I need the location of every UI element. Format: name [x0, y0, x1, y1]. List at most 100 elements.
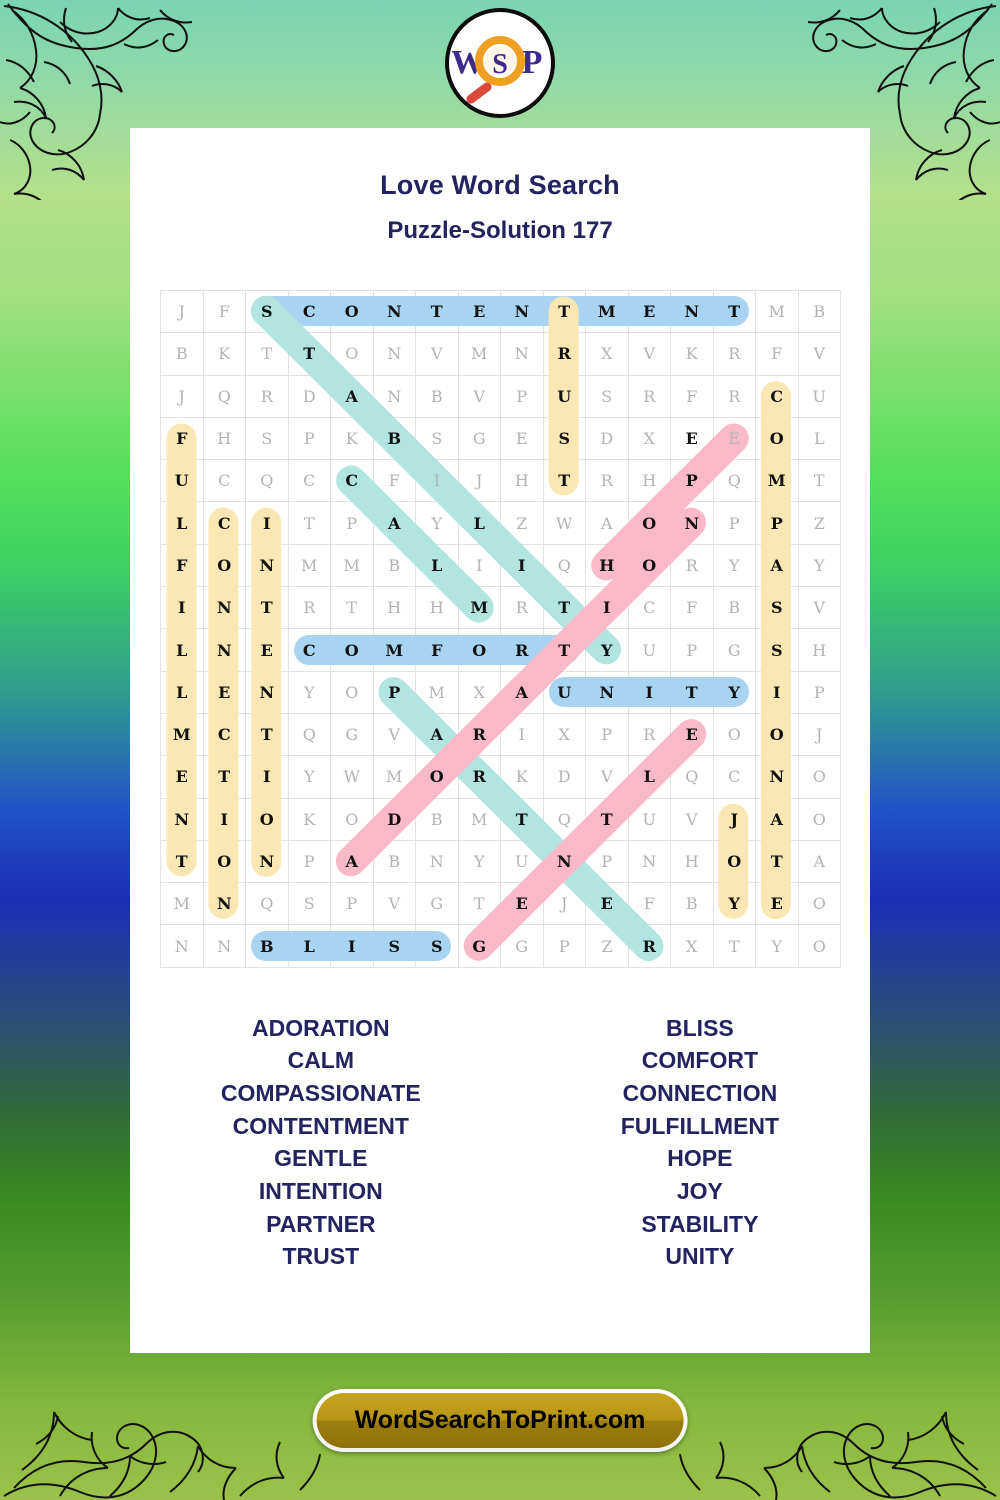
- grid-cell[interactable]: I: [585, 586, 629, 630]
- grid-cell[interactable]: M: [755, 459, 799, 503]
- grid-cell[interactable]: I: [627, 670, 671, 714]
- grid-cell[interactable]: O: [797, 882, 841, 926]
- grid-cell[interactable]: V: [797, 586, 841, 630]
- grid-cell[interactable]: E: [712, 416, 756, 461]
- grid-cell[interactable]: G: [500, 924, 544, 968]
- grid-cell[interactable]: Q: [712, 459, 756, 503]
- grid-cell[interactable]: E: [670, 416, 714, 461]
- grid-cell[interactable]: B: [415, 374, 459, 418]
- grid-cell[interactable]: O: [330, 670, 374, 714]
- grid-cell[interactable]: B: [245, 924, 289, 968]
- grid-cell[interactable]: R: [287, 586, 331, 630]
- grid-cell[interactable]: S: [755, 586, 799, 630]
- grid-cell[interactable]: C: [755, 374, 799, 418]
- grid-cell[interactable]: K: [287, 797, 331, 841]
- grid-cell[interactable]: L: [160, 670, 204, 714]
- grid-cell[interactable]: R: [585, 459, 629, 503]
- grid-cell[interactable]: N: [500, 289, 544, 334]
- grid-cell[interactable]: R: [500, 586, 544, 630]
- grid-cell[interactable]: B: [670, 882, 714, 926]
- grid-cell[interactable]: H: [372, 586, 416, 630]
- grid-cell[interactable]: N: [202, 882, 246, 926]
- grid-cell[interactable]: W: [330, 755, 374, 799]
- grid-cell[interactable]: T: [542, 459, 586, 503]
- grid-cell[interactable]: P: [372, 670, 416, 714]
- grid-cell[interactable]: M: [755, 289, 799, 334]
- grid-cell[interactable]: S: [585, 374, 629, 418]
- grid-cell[interactable]: M: [287, 543, 331, 588]
- grid-cell[interactable]: Q: [287, 712, 331, 757]
- grid-cell[interactable]: C: [712, 755, 756, 799]
- grid-cell[interactable]: P: [500, 374, 544, 418]
- grid-cell[interactable]: N: [755, 755, 799, 799]
- grid-cell[interactable]: T: [542, 586, 586, 630]
- grid-cell[interactable]: P: [712, 501, 756, 545]
- grid-cell[interactable]: F: [372, 459, 416, 503]
- grid-cell[interactable]: A: [500, 670, 544, 714]
- grid-cell[interactable]: N: [160, 797, 204, 841]
- grid-cell[interactable]: T: [585, 797, 629, 841]
- grid-cell[interactable]: D: [287, 374, 331, 418]
- grid-cell[interactable]: V: [627, 332, 671, 376]
- grid-cell[interactable]: M: [415, 670, 459, 714]
- grid-cell[interactable]: V: [797, 332, 841, 376]
- grid-cell[interactable]: O: [330, 797, 374, 841]
- site-url-button[interactable]: WordSearchToPrint.com: [312, 1389, 688, 1452]
- grid-cell[interactable]: N: [627, 839, 671, 884]
- grid-cell[interactable]: F: [415, 628, 459, 672]
- grid-cell[interactable]: A: [372, 501, 416, 545]
- grid-cell[interactable]: L: [415, 543, 459, 588]
- grid-cell[interactable]: L: [287, 924, 331, 968]
- grid-cell[interactable]: R: [712, 332, 756, 376]
- grid-cell[interactable]: N: [670, 289, 714, 334]
- grid-cell[interactable]: E: [457, 289, 501, 334]
- grid-cell[interactable]: O: [627, 501, 671, 545]
- grid-cell[interactable]: R: [457, 755, 501, 799]
- grid-cell[interactable]: O: [797, 797, 841, 841]
- grid-cell[interactable]: C: [287, 289, 331, 334]
- grid-cell[interactable]: T: [245, 332, 289, 376]
- grid-cell[interactable]: V: [372, 882, 416, 926]
- grid-cell[interactable]: T: [415, 289, 459, 334]
- grid-cell[interactable]: S: [245, 416, 289, 461]
- grid-cell[interactable]: R: [542, 332, 586, 376]
- grid-cell[interactable]: E: [755, 882, 799, 926]
- grid-cell[interactable]: G: [712, 628, 756, 672]
- grid-cell[interactable]: O: [330, 289, 374, 334]
- grid-cell[interactable]: P: [287, 839, 331, 884]
- grid-cell[interactable]: T: [160, 839, 204, 884]
- grid-cell[interactable]: C: [202, 712, 246, 757]
- grid-cell[interactable]: J: [542, 882, 586, 926]
- grid-cell[interactable]: U: [797, 374, 841, 418]
- grid-cell[interactable]: R: [457, 712, 501, 757]
- grid-cell[interactable]: B: [415, 797, 459, 841]
- grid-cell[interactable]: P: [670, 459, 714, 503]
- grid-cell[interactable]: I: [330, 924, 374, 968]
- grid-cell[interactable]: L: [457, 501, 501, 545]
- grid-cell[interactable]: S: [287, 882, 331, 926]
- grid-cell[interactable]: N: [415, 839, 459, 884]
- grid-cell[interactable]: M: [457, 332, 501, 376]
- grid-cell[interactable]: S: [755, 628, 799, 672]
- grid-cell[interactable]: H: [585, 543, 629, 588]
- grid-cell[interactable]: O: [797, 924, 841, 968]
- grid-cell[interactable]: M: [585, 289, 629, 334]
- grid-cell[interactable]: G: [330, 712, 374, 757]
- grid-cell[interactable]: J: [160, 289, 204, 334]
- grid-cell[interactable]: E: [500, 416, 544, 461]
- grid-cell[interactable]: H: [500, 459, 544, 503]
- grid-cell[interactable]: T: [755, 839, 799, 884]
- grid-cell[interactable]: N: [202, 586, 246, 630]
- grid-cell[interactable]: B: [797, 289, 841, 334]
- grid-cell[interactable]: N: [202, 924, 246, 968]
- grid-cell[interactable]: Z: [500, 501, 544, 545]
- grid-cell[interactable]: O: [712, 839, 756, 884]
- grid-cell[interactable]: O: [415, 755, 459, 799]
- grid-cell[interactable]: T: [202, 755, 246, 799]
- grid-cell[interactable]: T: [287, 501, 331, 545]
- grid-cell[interactable]: Q: [670, 755, 714, 799]
- grid-cell[interactable]: J: [712, 797, 756, 841]
- grid-cell[interactable]: T: [712, 924, 756, 968]
- grid-cell[interactable]: H: [670, 839, 714, 884]
- grid-cell[interactable]: R: [627, 374, 671, 418]
